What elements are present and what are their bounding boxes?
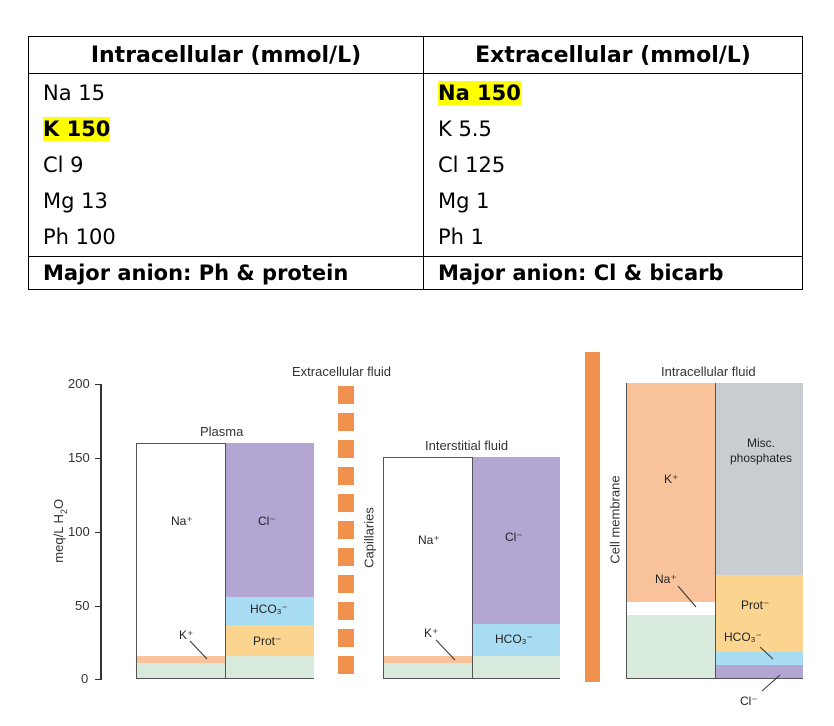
intracellular-hco3-seg [716,652,803,665]
intracellular-na-seg [627,602,715,615]
plasma-panel: Na⁺ Cl⁻ HCO₃⁻ Prot⁻ K⁺ [136,443,314,679]
intracellular-other-cations [627,615,715,678]
y-tick-label-0: 0 [81,671,89,686]
capillaries-wall [338,386,354,680]
interstitial-panel: Na⁺ Cl⁻ HCO₃⁻ K⁺ [383,457,560,679]
plasma-cl-label: Cl⁻ [258,514,276,528]
y-tick-label-100: 100 [68,524,90,539]
plasma-prot-label: Prot⁻ [253,634,282,648]
y-tick-label-200: 200 [68,376,90,391]
extracellular-values: Na 150 K 5.5 Cl 125 Mg 1 Ph 1 [423,73,803,257]
y-tick-200 [95,384,101,386]
table-values-row: Na 15 K 150 Cl 9 Mg 13 Ph 100 Na 150 K 5… [28,73,803,257]
plasma-cl-seg [226,443,314,597]
leader-lines [189,585,781,692]
interstitial-hco3-label: HCO₃⁻ [495,632,533,646]
plasma-other-anions [226,656,314,678]
intra-na: Na 15 [43,81,105,105]
plasma-na-label: Na⁺ [171,514,193,528]
plasma-hco3-seg [226,597,314,625]
intracellular-misc-seg [716,383,803,575]
interstitial-hco3-seg [473,624,560,656]
interstitial-cl-label: Cl⁻ [505,530,523,544]
y-tick-150 [95,458,101,460]
extra-major-anion: Major anion: Cl & bicarb [423,256,803,290]
interstitial-k-label: K⁺ [424,626,439,640]
plasma-hco3-label: HCO₃⁻ [250,602,288,616]
interstitial-other-cations [384,663,472,678]
y-tick-label-50: 50 [75,598,90,613]
intracellular-na-label: Na⁺ [655,572,677,586]
intracellular-cl-leader [761,674,781,692]
table-header-row: Intracellular (mmol/L) Extracellular (mm… [28,36,803,74]
intracellular-divider [715,384,717,678]
plasma-prot-seg [226,625,314,656]
extra-cl: Cl 125 [438,153,506,177]
intracellular-panel: K⁺ Na⁺ Misc. phosphates Prot⁻ HCO₃⁻ [626,383,803,679]
intracellular-k-label: K⁺ [664,472,679,486]
electrolyte-figure: meq/L H2O 200 150 100 50 0 Extracellular… [40,342,820,714]
extra-mg: Mg 1 [438,189,490,213]
interstitial-k-leader [435,639,456,661]
extra-na-highlight: Na 150 [438,81,521,105]
y-tick-50 [95,606,101,608]
intra-cl: Cl 9 [43,153,84,177]
y-tick-100 [95,532,101,534]
intracellular-values: Na 15 K 150 Cl 9 Mg 13 Ph 100 [28,73,424,257]
interstitial-label: Interstitial fluid [425,438,509,453]
electrolyte-table: Intracellular (mmol/L) Extracellular (mm… [28,36,803,290]
intracellular-k-seg [627,383,715,602]
interstitial-cl-seg [473,457,560,624]
interstitial-k-seg [384,656,472,663]
extra-na-wrap: Na 150 [438,75,788,111]
plasma-k-seg [137,656,225,663]
plasma-label: Plasma [200,424,244,439]
extracellular-fluid-label: Extracellular fluid [292,364,391,379]
intracellular-misc-label: Misc. phosphates [729,436,793,465]
header-intracellular: Intracellular (mmol/L) [28,36,424,74]
intracellular-hco3-leader [759,646,774,660]
plasma-k-leader [189,640,208,660]
intracellular-hco3-label: HCO₃⁻ [724,630,762,644]
cell-membrane-bar [585,352,600,682]
intracellular-prot-label: Prot⁻ [741,598,770,612]
intra-k-wrap: K 150 [43,111,409,147]
intracellular-cl-label: Cl⁻ [740,694,758,708]
y-tick-0 [95,679,101,681]
interstitial-other-anions [473,656,560,678]
interstitial-divider [472,458,474,678]
intracellular-prot-seg [716,575,803,652]
plasma-k-label: K⁺ [179,628,194,642]
y-tick-label-150: 150 [68,450,90,465]
interstitial-na-label: Na⁺ [418,533,440,547]
header-extracellular: Extracellular (mmol/L) [423,36,803,74]
plasma-divider [225,444,227,678]
intra-mg: Mg 13 [43,189,108,213]
extra-k: K 5.5 [438,117,492,141]
intra-major-anion: Major anion: Ph & protein [28,256,424,290]
extra-ph: Ph 1 [438,225,485,249]
intracellular-na-leader [677,585,697,608]
intracellular-fluid-label: Intracellular fluid [661,364,756,379]
intra-k-highlight: K 150 [43,117,111,141]
plasma-other-cations [137,663,225,678]
table-footer-row: Major anion: Ph & protein Major anion: C… [28,256,803,290]
intracellular-cl-seg [716,665,803,678]
intra-ph: Ph 100 [43,225,116,249]
